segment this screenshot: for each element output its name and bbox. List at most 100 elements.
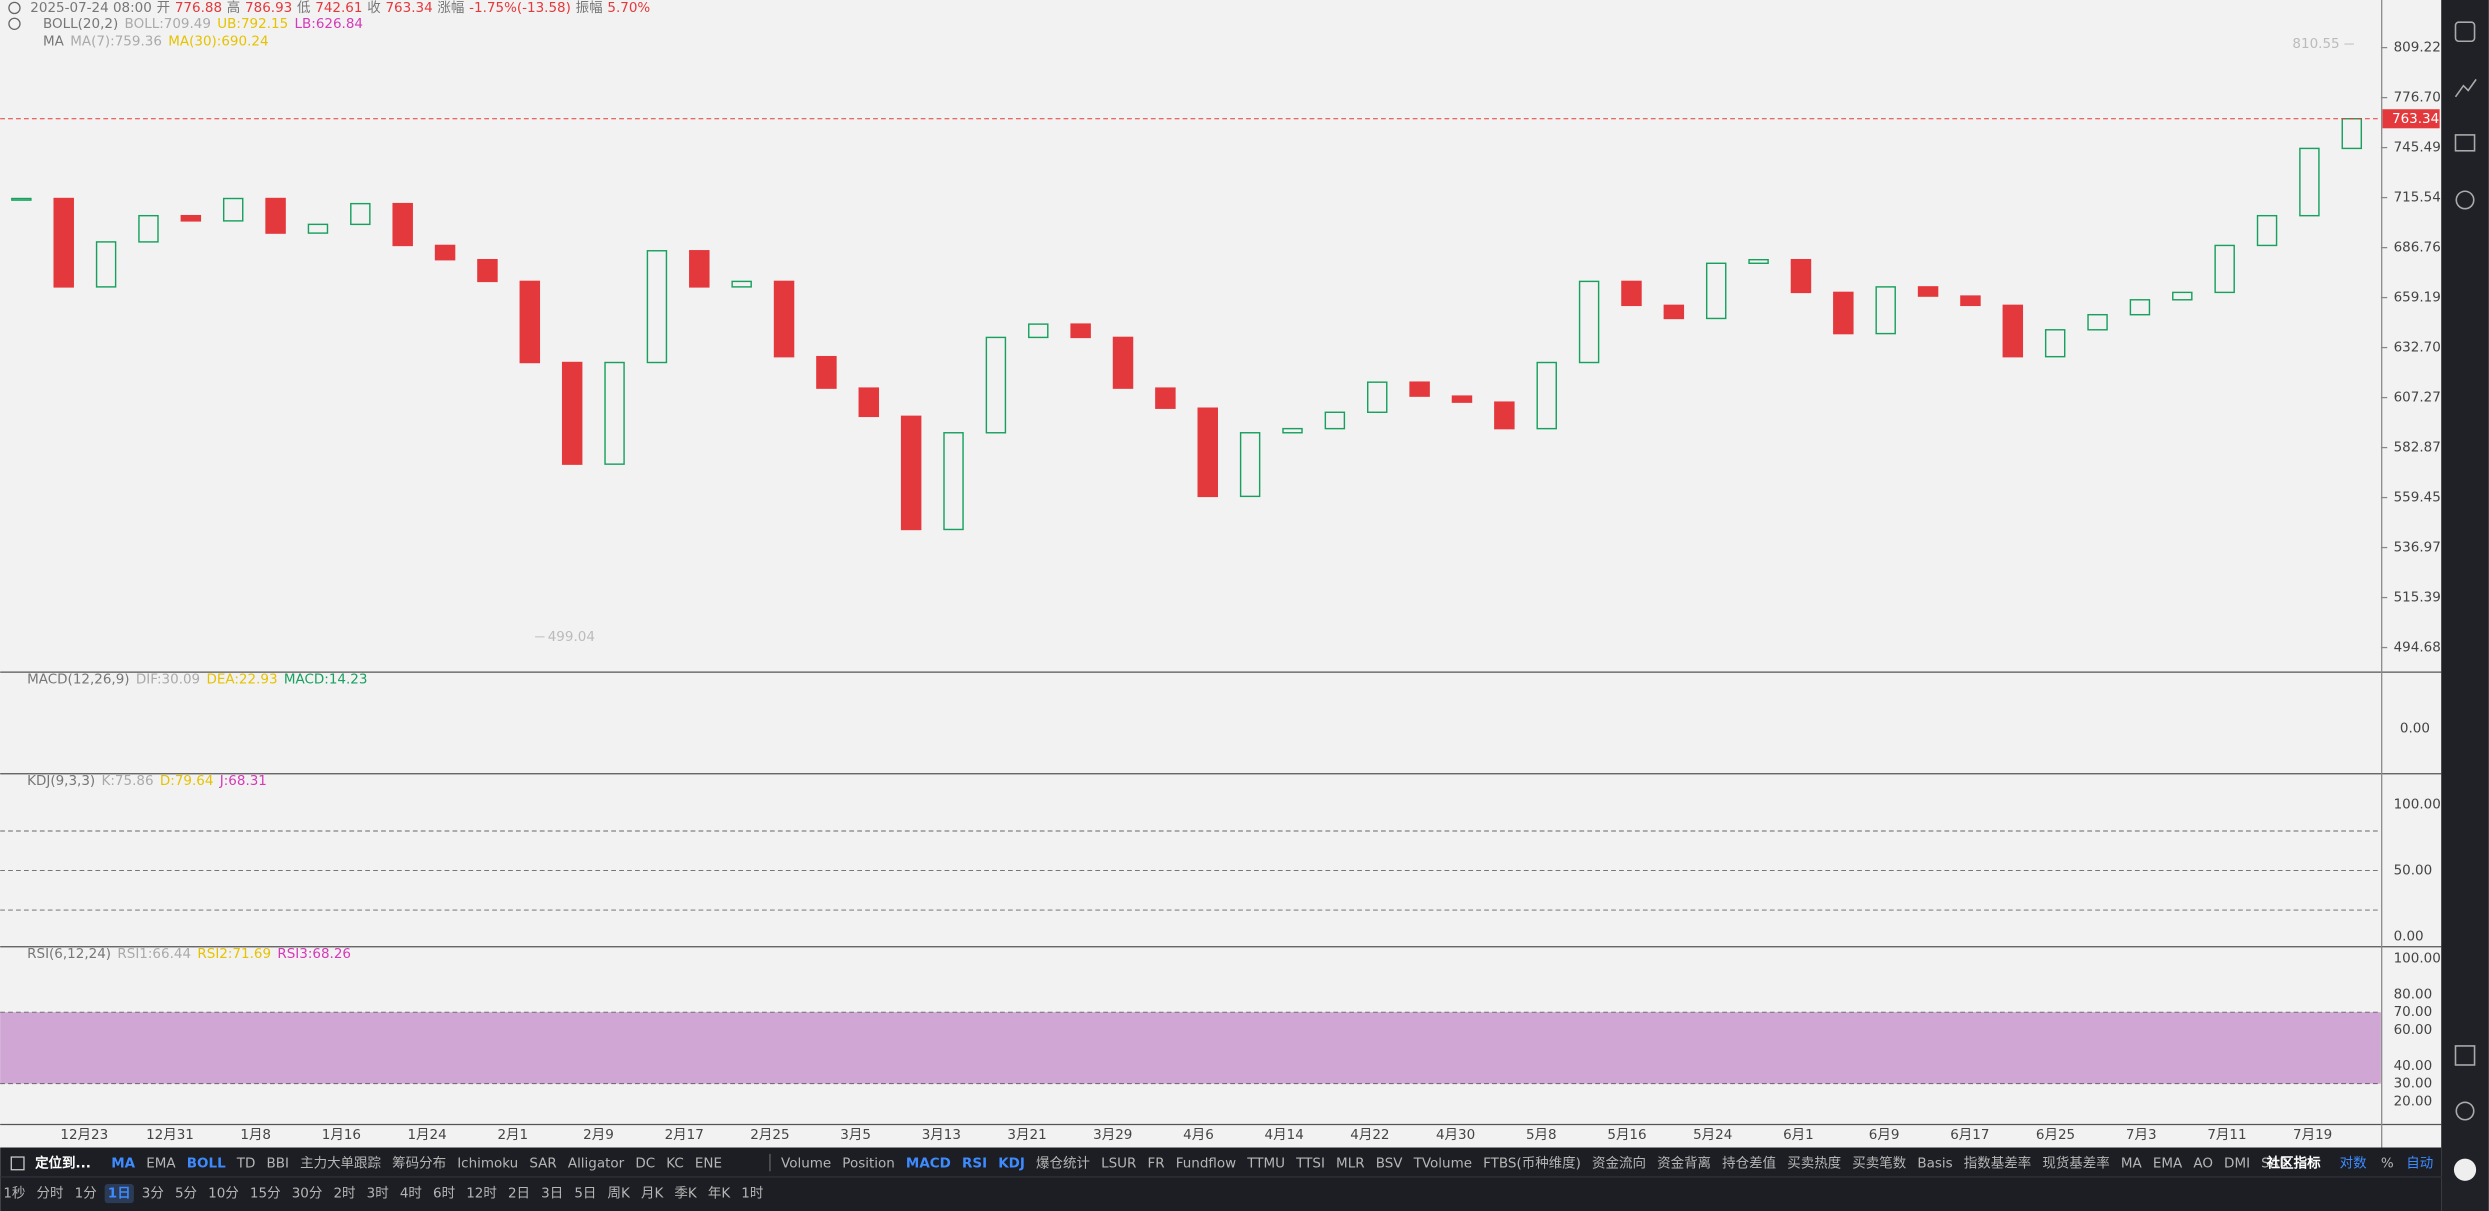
- toolbar-item[interactable]: LSUR: [1101, 1155, 1136, 1171]
- toolbar-item[interactable]: TD: [236, 1155, 256, 1171]
- toolbar-item[interactable]: %: [2381, 1155, 2394, 1171]
- toolbar-item[interactable]: 5日: [574, 1186, 596, 1202]
- toolbar-item[interactable]: 指数基差率: [1964, 1154, 2031, 1171]
- price-tick-label: 659.19: [2394, 290, 2441, 306]
- date-label: 7月19: [2293, 1127, 2332, 1143]
- locate-button[interactable]: 定位到...: [35, 1154, 91, 1171]
- toolbar-item[interactable]: KDJ: [998, 1155, 1025, 1171]
- toolbar-item[interactable]: 爆仓统计: [1036, 1155, 1090, 1171]
- toolbar-item[interactable]: 分时: [37, 1186, 64, 1202]
- toolbar-item[interactable]: BOLL: [187, 1155, 226, 1171]
- toolbar-item[interactable]: Basis: [1917, 1155, 1952, 1171]
- toolbar-item[interactable]: DC: [635, 1155, 655, 1171]
- toolbar-item[interactable]: BSV: [1376, 1155, 1404, 1171]
- toolbar-item[interactable]: RSI: [962, 1155, 987, 1171]
- toolbar-item[interactable]: TTSI: [1295, 1155, 1325, 1171]
- toolbar-item[interactable]: 月K: [641, 1186, 664, 1202]
- toolbar-item[interactable]: Fundflow: [1176, 1155, 1236, 1171]
- toolbar-item[interactable]: TTMU: [1246, 1155, 1285, 1171]
- toolbar-item[interactable]: 30分: [292, 1186, 323, 1202]
- toolbar-item[interactable]: Position: [842, 1155, 895, 1171]
- rsi-tick-label: 70.00: [2394, 1004, 2433, 1020]
- collapse-icon[interactable]: [8, 1, 21, 15]
- toolbar-item[interactable]: FTBS(币种维度): [1483, 1155, 1581, 1171]
- toolbar-item[interactable]: SAR: [529, 1155, 556, 1171]
- toolbar-item[interactable]: KC: [666, 1155, 684, 1171]
- toolbar-item[interactable]: 主力大单跟踪: [300, 1155, 381, 1171]
- toolbar-item[interactable]: SAR: [2261, 1155, 2288, 1171]
- sidebar-icon[interactable]: [2455, 190, 2475, 210]
- toolbar-item[interactable]: 1分: [75, 1186, 97, 1202]
- candle: [2341, 118, 2363, 150]
- toolbar-item[interactable]: 季K: [674, 1186, 697, 1202]
- candle: [2002, 304, 2024, 358]
- toolbar-item[interactable]: 6时: [433, 1186, 455, 1202]
- toolbar-item[interactable]: DMI: [2224, 1155, 2250, 1171]
- toolbar-item[interactable]: 持仓差值: [1722, 1155, 1776, 1171]
- toolbar-item[interactable]: 对数: [2340, 1155, 2367, 1171]
- toolbar-item[interactable]: 社区指标: [2266, 1154, 2321, 1171]
- toolbar-item[interactable]: MACD: [906, 1155, 951, 1171]
- toolbar-item[interactable]: Volume: [781, 1155, 831, 1171]
- indicator-value: RSI1:66.44: [117, 946, 191, 962]
- collapse-icon[interactable]: [8, 17, 21, 30]
- toolbar-item[interactable]: EMA: [146, 1155, 176, 1171]
- toolbar-item[interactable]: 2日: [508, 1186, 530, 1202]
- avatar[interactable]: [2453, 1158, 2477, 1181]
- toolbar-item[interactable]: 3日: [541, 1186, 563, 1202]
- toolbar-item[interactable]: ENE: [695, 1155, 722, 1171]
- toolbar-item[interactable]: 年K: [708, 1186, 731, 1202]
- toolbar-item[interactable]: FR: [1148, 1155, 1165, 1171]
- sidebar-icon[interactable]: [2455, 1101, 2475, 1121]
- toolbar-item[interactable]: 5分: [175, 1186, 197, 1202]
- sidebar-icon[interactable]: [2454, 1045, 2476, 1066]
- toolbar-item[interactable]: 1日: [108, 1186, 131, 1202]
- sidebar-icon[interactable]: [2454, 21, 2476, 43]
- toolbar-item[interactable]: 10分: [208, 1186, 239, 1202]
- toolbar-item[interactable]: 资金背离: [1657, 1154, 1711, 1171]
- last-price-tag: [2382, 109, 2440, 129]
- candle: [1705, 262, 1727, 320]
- toolbar-item[interactable]: 周K: [608, 1186, 631, 1202]
- toolbar-item[interactable]: 现货基差率: [2042, 1154, 2109, 1171]
- sidebar-icon[interactable]: [2454, 134, 2476, 152]
- toolbar-item[interactable]: 1时: [741, 1186, 763, 1202]
- toolbar-item[interactable]: Ichimoku: [457, 1155, 518, 1171]
- candle: [392, 202, 413, 247]
- candle: [1790, 258, 1812, 294]
- toolbar-item[interactable]: 资金流向: [1592, 1155, 1646, 1171]
- candle: [604, 361, 625, 465]
- toolbar-item[interactable]: 1秒: [3, 1186, 25, 1202]
- toolbar-item[interactable]: Alligator: [568, 1155, 625, 1171]
- sidebar-icon[interactable]: [2454, 78, 2477, 98]
- toolbar-item[interactable]: 2时: [333, 1186, 355, 1202]
- candle: [731, 280, 752, 288]
- toolbar-item[interactable]: AO: [2193, 1155, 2213, 1171]
- locate-icon[interactable]: [10, 1156, 25, 1171]
- toolbar-item[interactable]: 4时: [400, 1186, 422, 1202]
- kdj-tick-label: 100.00: [2394, 797, 2441, 813]
- indicator-value: DIF:30.09: [136, 671, 200, 687]
- value: -1.75%(-13.58): [469, 0, 571, 16]
- toolbar-item[interactable]: 15分: [250, 1186, 281, 1202]
- toolbar-item[interactable]: 3时: [367, 1186, 389, 1202]
- toolbar-item[interactable]: 筹码分布: [392, 1154, 446, 1171]
- toolbar-item[interactable]: MLR: [1336, 1155, 1365, 1171]
- toolbar-item[interactable]: EMA: [2153, 1155, 2183, 1171]
- label: 振幅: [576, 0, 603, 16]
- toolbar-item[interactable]: BBI: [267, 1155, 289, 1171]
- toolbar-item[interactable]: 自动: [2406, 1155, 2433, 1171]
- indicator-name: KDJ(9,3,3): [27, 773, 95, 789]
- price-tick-label: 745.49: [2394, 140, 2441, 156]
- toolbar-item[interactable]: MA: [2121, 1155, 2143, 1171]
- toolbar-item[interactable]: 12时: [466, 1186, 497, 1202]
- toolbar-item[interactable]: MA: [111, 1155, 135, 1171]
- toolbar-item[interactable]: 3分: [142, 1186, 164, 1202]
- rsi-tick-label: 60.00: [2394, 1022, 2433, 1038]
- rsi-tick-label: 30.00: [2394, 1076, 2433, 1092]
- toolbar-item[interactable]: TVolume: [1413, 1155, 1472, 1171]
- toolbar-item[interactable]: 买卖笔数: [1852, 1155, 1906, 1171]
- toolbar-item[interactable]: 买卖热度: [1787, 1155, 1841, 1171]
